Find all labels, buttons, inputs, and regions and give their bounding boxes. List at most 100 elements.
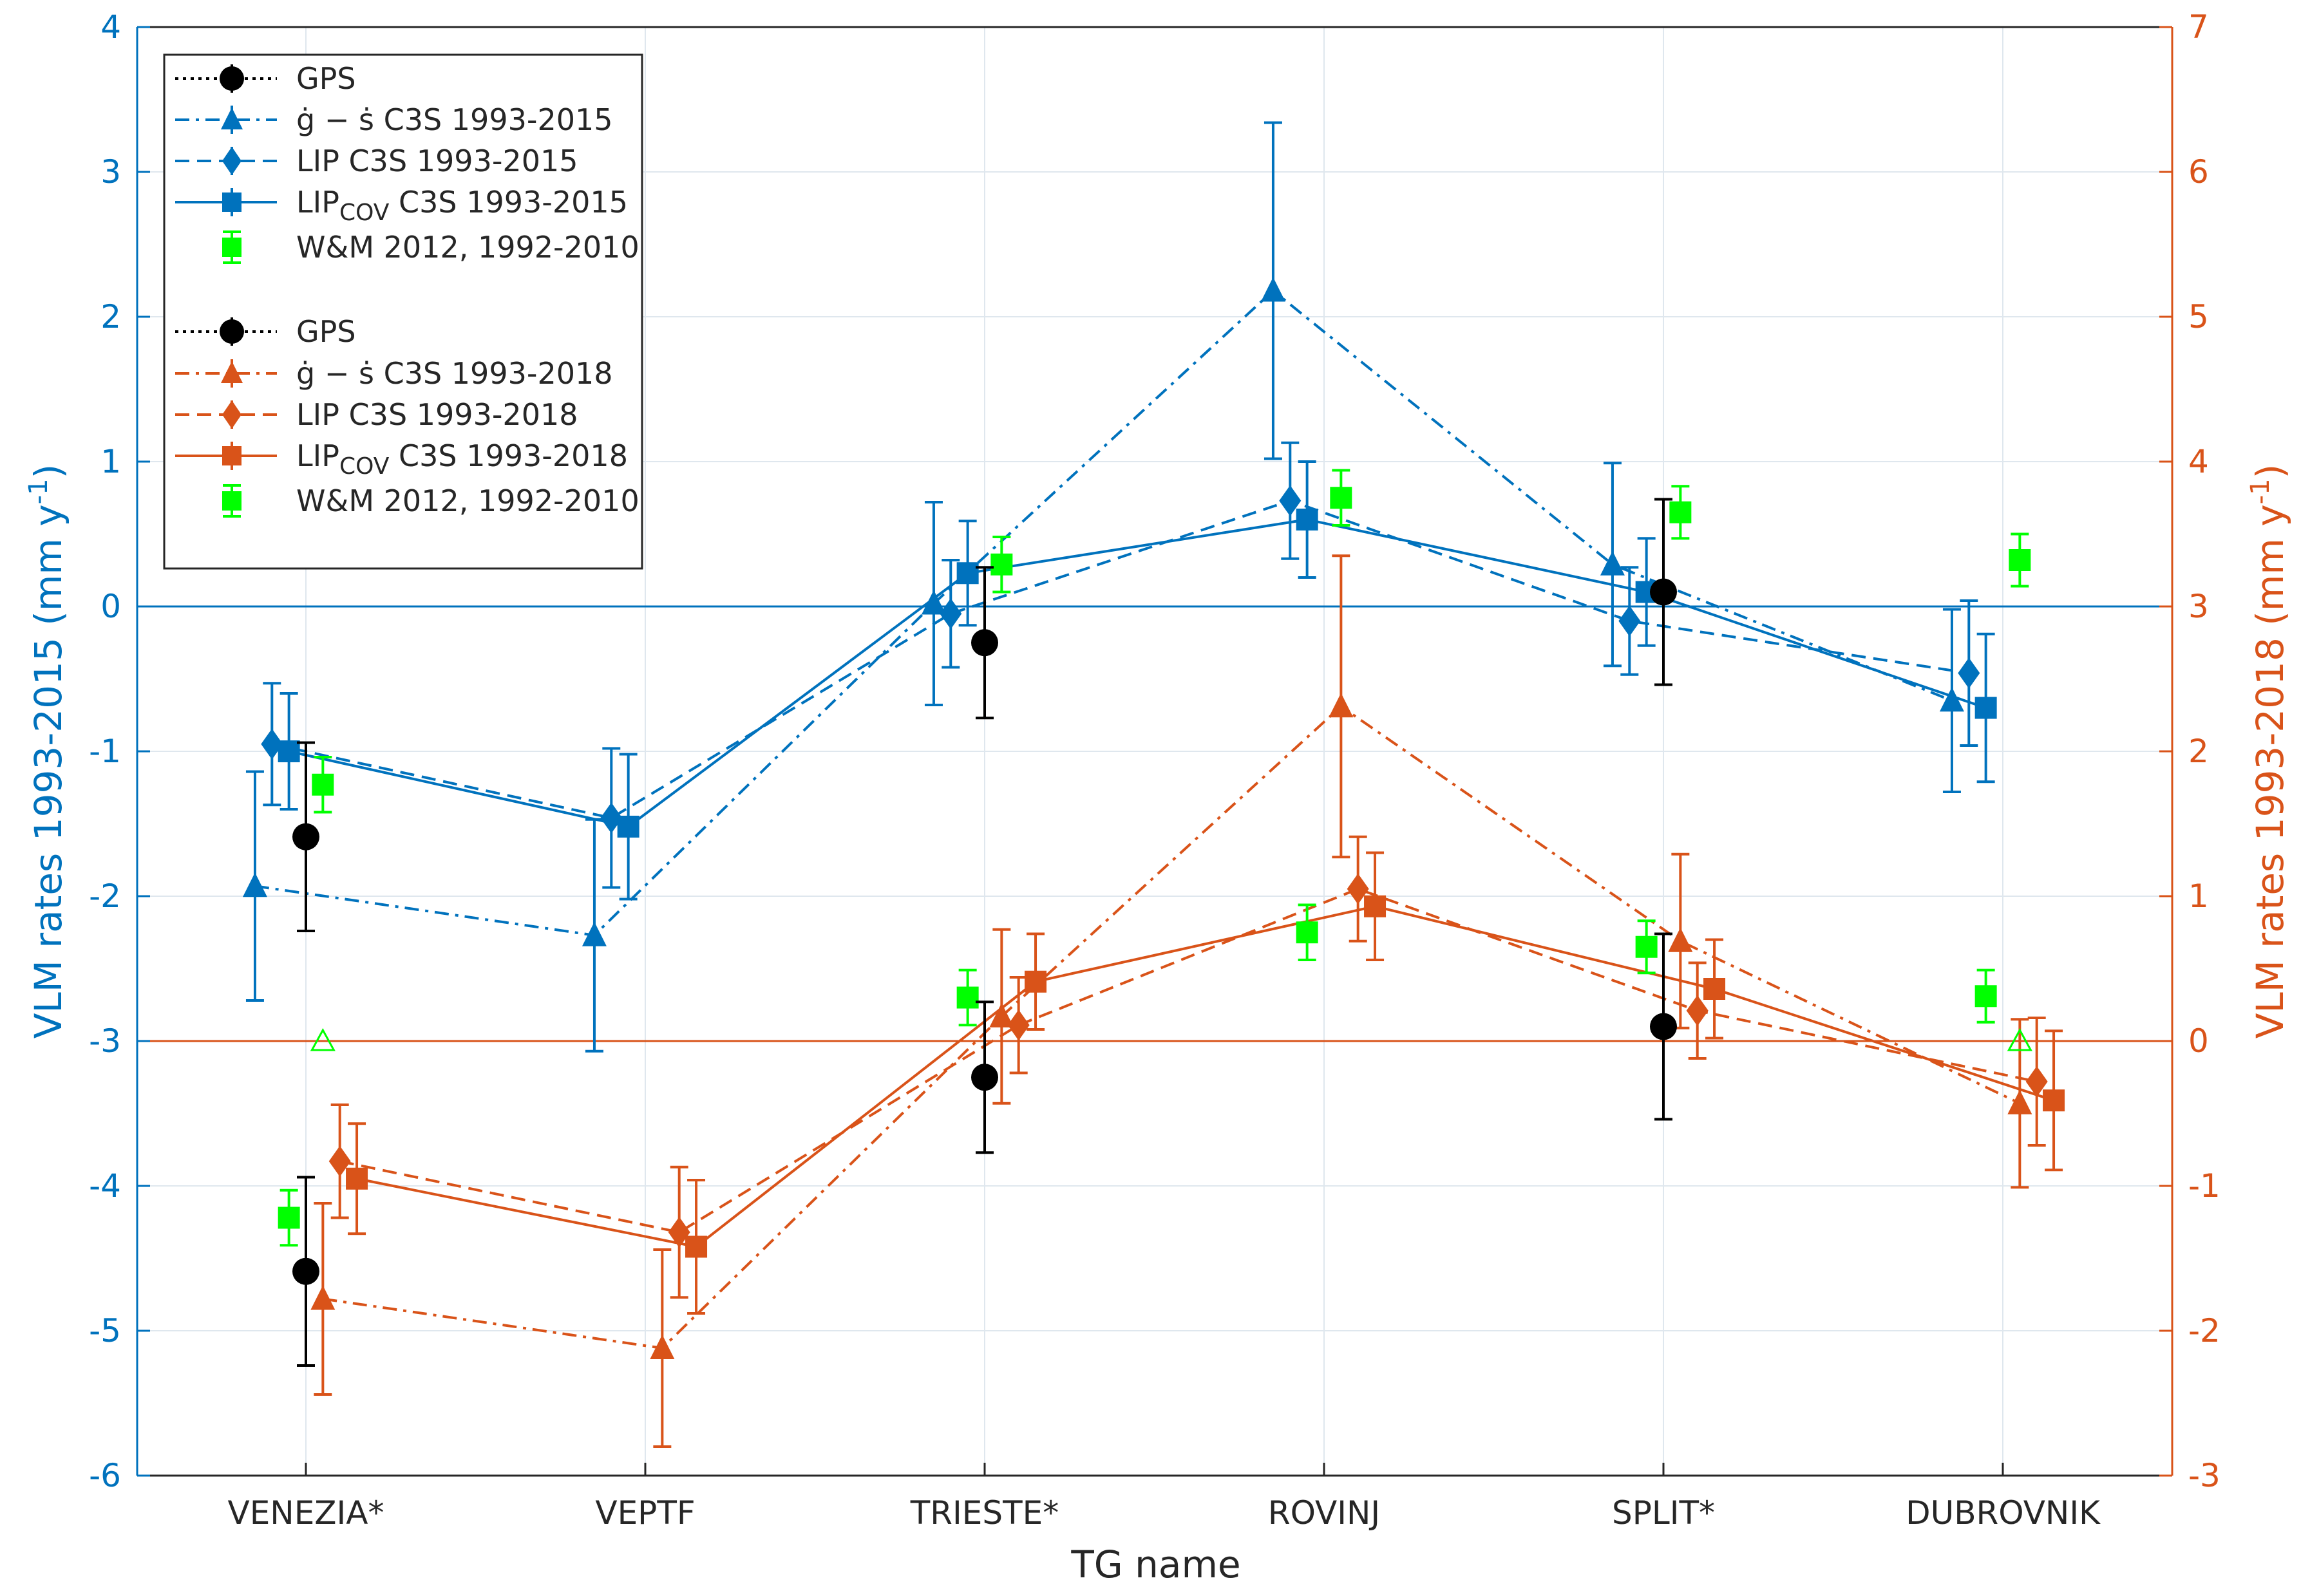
data-point-square <box>2009 549 2031 571</box>
y-tick-label-left: 0 <box>100 588 121 625</box>
zero-lines <box>137 605 2172 1042</box>
data-point-square <box>222 491 241 511</box>
data-point-square <box>956 562 979 585</box>
data-point-circle <box>292 1257 319 1285</box>
data-point-diamond <box>600 802 623 834</box>
data-point-triangle <box>1939 687 1964 712</box>
series <box>261 441 1980 889</box>
legend-label: W&M 2012, 1992-2010 <box>296 483 639 518</box>
data-point-triangle <box>221 108 243 129</box>
data-point-square <box>956 986 979 1009</box>
legend-item: LIPCOV C3S 1993-2015 <box>175 185 628 226</box>
data-point-triangle <box>582 921 607 946</box>
legend-item: W&M 2012, 1992-2010 <box>222 483 639 518</box>
legend-label: LIPCOV C3S 1993-2015 <box>296 185 628 226</box>
series <box>346 851 2065 1315</box>
data-point-circle <box>971 1064 998 1091</box>
legend-item: ġ − ṡ C3S 1993-2015 <box>175 102 613 137</box>
legend-label: ġ − ṡ C3S 1993-2015 <box>296 102 613 137</box>
data-point-square <box>222 192 241 212</box>
series-line <box>356 905 2054 1248</box>
data-point-triangle <box>2007 1089 2032 1114</box>
y-tick-label-left: 4 <box>100 8 121 46</box>
x-tick-label: DUBROVNIK <box>1906 1494 2101 1532</box>
x-tick-label: TRIESTE* <box>910 1494 1059 1532</box>
series-line <box>289 518 1987 829</box>
series-layer <box>242 121 2065 1448</box>
y-axis-label-left: VLM rates 1993-2015 (mm y-1) <box>24 464 70 1038</box>
series-line <box>323 704 2021 1350</box>
series <box>292 498 1677 932</box>
data-point-circle <box>220 319 244 344</box>
data-point-diamond <box>1007 1009 1030 1041</box>
y-tick-label-right: 2 <box>2188 733 2209 770</box>
data-point-square <box>222 446 241 465</box>
data-point-square <box>1703 978 1726 1000</box>
x-axis-label: TG name <box>1070 1543 1240 1586</box>
data-point-square <box>222 238 241 257</box>
data-point-square <box>1296 509 1318 530</box>
legend-box <box>163 53 643 570</box>
data-point-diamond <box>222 400 241 429</box>
data-point-square <box>1296 921 1318 944</box>
data-point-triangle <box>221 361 243 383</box>
legend-label: GPS <box>296 61 356 96</box>
legend-label: GPS <box>296 314 356 349</box>
y-tick-label-left: -4 <box>89 1167 121 1205</box>
legend-item: LIP C3S 1993-2018 <box>175 397 578 432</box>
y-tick-label-right: 4 <box>2188 443 2209 480</box>
series-line <box>271 499 1969 820</box>
series <box>310 554 2032 1448</box>
y-tick-label-right: -3 <box>2188 1457 2220 1494</box>
y-tick-label-right: 5 <box>2188 298 2209 335</box>
data-point-triangle <box>1329 693 1354 718</box>
data-point-square <box>617 816 639 838</box>
series <box>292 932 1677 1367</box>
data-point-triangle <box>310 1285 336 1310</box>
series <box>310 1028 2032 1051</box>
data-point-square <box>1635 935 1658 958</box>
legend-item: W&M 2012, 1992-2010 <box>222 230 639 265</box>
data-point-circle <box>220 66 244 91</box>
legend-item: GPS <box>175 61 356 96</box>
data-point-square <box>1974 985 1997 1008</box>
y-tick-label-left: 3 <box>100 153 121 191</box>
legend-label: ġ − ṡ C3S 1993-2018 <box>296 356 613 391</box>
data-point-square <box>278 1206 300 1229</box>
data-point-square <box>990 553 1013 576</box>
x-tick-label: SPLIT* <box>1612 1494 1715 1532</box>
data-point-diamond <box>1618 605 1641 637</box>
series <box>278 903 1997 1247</box>
data-point-triangle <box>989 1002 1014 1028</box>
y-tick-label-left: -5 <box>89 1312 121 1349</box>
y-tick-label-left: -3 <box>89 1022 121 1060</box>
data-point-square <box>278 740 300 762</box>
data-point-triangle-open <box>310 1028 336 1051</box>
data-point-square <box>1330 487 1352 509</box>
y-tick-label-left: -6 <box>89 1457 121 1494</box>
legend-item: ġ − ṡ C3S 1993-2018 <box>175 356 613 391</box>
y-tick-label-right: 7 <box>2188 8 2209 46</box>
y-tick-label-right: -2 <box>2188 1312 2220 1349</box>
legend-item: LIPCOV C3S 1993-2018 <box>175 438 628 480</box>
y-tick-label-left: 1 <box>100 443 121 480</box>
y-tick-label-right: 6 <box>2188 153 2209 191</box>
data-point-triangle <box>921 590 946 615</box>
data-point-triangle-open <box>2007 1028 2032 1051</box>
data-point-square <box>2043 1089 2065 1112</box>
data-point-diamond <box>1279 485 1302 516</box>
axes: -6 -5 -4 -3 -2 -1 0 1 2 3 4 -3 -2 -1 0 1 2 3 4 5 6 7 VENEZIA* V… <box>24 8 2292 1532</box>
series <box>312 469 2031 814</box>
data-point-diamond <box>261 728 283 760</box>
data-point-square <box>1974 697 1997 719</box>
legend-label: LIPCOV C3S 1993-2018 <box>296 438 628 480</box>
data-point-triangle <box>1260 277 1285 302</box>
data-point-diamond <box>1347 873 1369 905</box>
data-point-diamond <box>1958 657 1980 689</box>
data-point-diamond <box>668 1217 690 1248</box>
data-point-triangle <box>242 872 267 897</box>
data-point-square <box>1025 970 1047 993</box>
data-point-triangle <box>650 1335 675 1359</box>
data-point-diamond <box>2025 1066 2048 1097</box>
legend-label: LIP C3S 1993-2018 <box>296 397 578 432</box>
